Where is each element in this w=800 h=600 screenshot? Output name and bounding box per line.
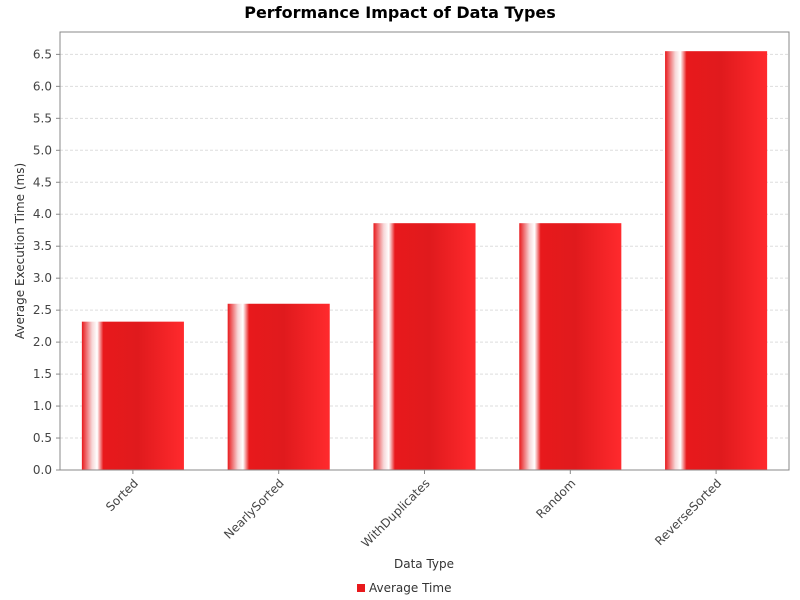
chart-title: Performance Impact of Data Types: [244, 3, 556, 22]
legend-swatch: [357, 584, 365, 592]
plot-area: [59, 31, 790, 471]
y-tick-label: 3.0: [33, 271, 52, 285]
bar: [519, 223, 622, 470]
y-tick-label: 3.5: [33, 239, 52, 253]
y-tick-label: 4.5: [33, 175, 52, 189]
y-tick-label: 2.0: [33, 335, 52, 349]
bars: [81, 51, 768, 470]
x-tick-label: NearlySorted: [221, 476, 287, 542]
bar: [81, 321, 184, 470]
y-tick-label: 4.0: [33, 207, 52, 221]
bar: [373, 223, 476, 470]
y-tick-label: 2.5: [33, 303, 52, 317]
x-axis-title: Data Type: [394, 557, 454, 571]
x-tick-label: Sorted: [103, 476, 141, 514]
y-tick-label: 0.5: [33, 431, 52, 445]
x-tick-label: Random: [533, 476, 578, 521]
y-tick-label: 5.0: [33, 143, 52, 157]
y-tick-label: 0.0: [33, 463, 52, 477]
y-tick-label: 6.0: [33, 79, 52, 93]
y-tick-label: 5.5: [33, 111, 52, 125]
bar: [227, 303, 330, 470]
y-tick-label: 6.5: [33, 47, 52, 61]
x-axis-ticks: Sorted NearlySorted WithDuplicates Random Re…: [103, 470, 724, 550]
x-tick-label: WithDuplicates: [359, 476, 433, 550]
legend: Average Time: [357, 581, 451, 595]
y-tick-label: 1.5: [33, 367, 52, 381]
x-tick-label: ReverseSorted: [652, 476, 724, 548]
legend-label: Average Time: [369, 581, 451, 595]
y-tick-label: 1.0: [33, 399, 52, 413]
y-axis-title: Average Execution Time (ms): [13, 163, 27, 339]
bar: [665, 51, 768, 470]
y-axis-ticks: 0.0 0.5 1.0 1.5 2.0 2.5 3.0 3.5 4.0 4.5 5.0 5.5 6.0 6…: [33, 47, 60, 477]
